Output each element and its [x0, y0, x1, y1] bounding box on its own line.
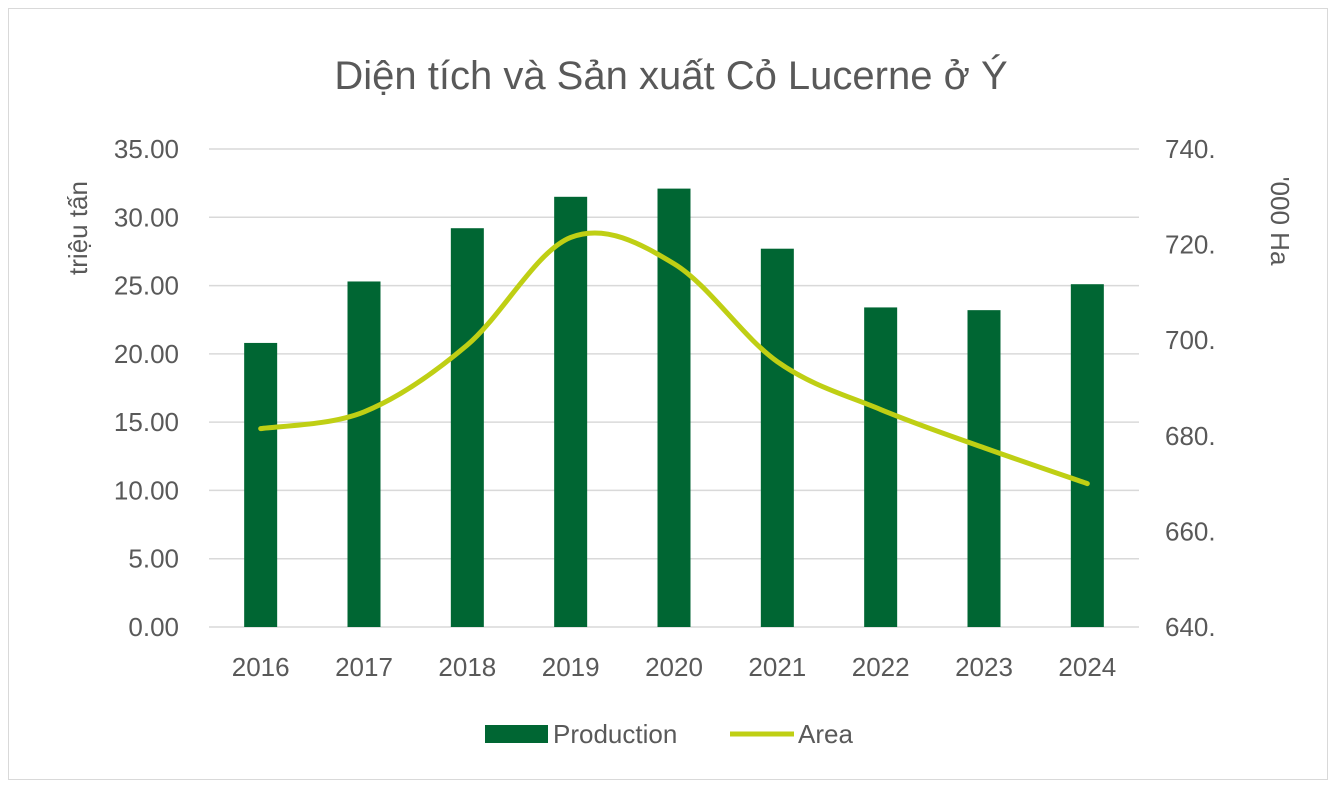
- y-right-tick-label: 640.: [1165, 612, 1216, 642]
- area-line: [258, 230, 1090, 487]
- x-tick-label: 2024: [1058, 652, 1116, 682]
- chart-frame: Diện tích và Sản xuất Cỏ Lucerne ở Ý 0.0…: [8, 8, 1328, 780]
- legend-area-label: Area: [798, 719, 853, 749]
- x-tick-label: 2016: [232, 652, 290, 682]
- y-left-tick-label: 10.00: [114, 475, 179, 505]
- y-left-tick-label: 15.00: [114, 407, 179, 437]
- y-left-tick-label: 5.00: [128, 544, 179, 574]
- legend: Production Area: [485, 719, 853, 749]
- x-ticks: 2016 2017 2018 2019 2020 2021 2022 2023 2024: [232, 652, 1117, 682]
- x-tick-label: 2018: [438, 652, 496, 682]
- y-right-tick-label: 680.: [1165, 421, 1216, 451]
- x-tick-label: 2019: [542, 652, 600, 682]
- production-bar-2016: [244, 342, 278, 627]
- y-right-tick-label: 720.: [1165, 230, 1216, 260]
- x-tick-label: 2021: [748, 652, 806, 682]
- chart-svg: Diện tích và Sản xuất Cỏ Lucerne ở Ý 0.0…: [63, 53, 1295, 749]
- legend-production-label: Production: [553, 719, 677, 749]
- production-bar-2022: [864, 307, 898, 627]
- production-bar-2018: [450, 228, 484, 627]
- production-bar-2019: [554, 196, 588, 628]
- production-bar-2017: [347, 281, 381, 627]
- y-left-tick-label: 35.00: [114, 134, 179, 164]
- x-tick-label: 2022: [852, 652, 910, 682]
- production-bars: [244, 188, 1104, 628]
- y-right-tick-label: 660.: [1165, 516, 1216, 546]
- production-bar-2023: [967, 310, 1001, 627]
- y-left-tick-label: 0.00: [128, 612, 179, 642]
- y-right-axis-title: '000 Ha: [1265, 177, 1295, 266]
- y-right-tick-label: 700.: [1165, 325, 1216, 355]
- y-left-tick-label: 25.00: [114, 271, 179, 301]
- y-left-tick-label: 20.00: [114, 339, 179, 369]
- x-tick-label: 2023: [955, 652, 1013, 682]
- production-bar-2021: [760, 248, 794, 627]
- y-left-tick-label: 30.00: [114, 202, 179, 232]
- y-left-ticks: 0.00 5.00 10.00 15.00 20.00 25.00 30.00 35.00: [114, 134, 179, 642]
- chart-title: Diện tích và Sản xuất Cỏ Lucerne ở Ý: [334, 53, 1007, 98]
- legend-production-swatch: [485, 725, 548, 743]
- y-left-axis-title: triệu tấn: [63, 181, 93, 275]
- x-tick-label: 2017: [335, 652, 393, 682]
- x-tick-label: 2020: [645, 652, 703, 682]
- y-right-tick-label: 740.: [1165, 134, 1216, 164]
- production-bar-2024: [1070, 284, 1104, 627]
- y-right-ticks: 640. 660. 680. 700. 720. 740.: [1165, 134, 1216, 642]
